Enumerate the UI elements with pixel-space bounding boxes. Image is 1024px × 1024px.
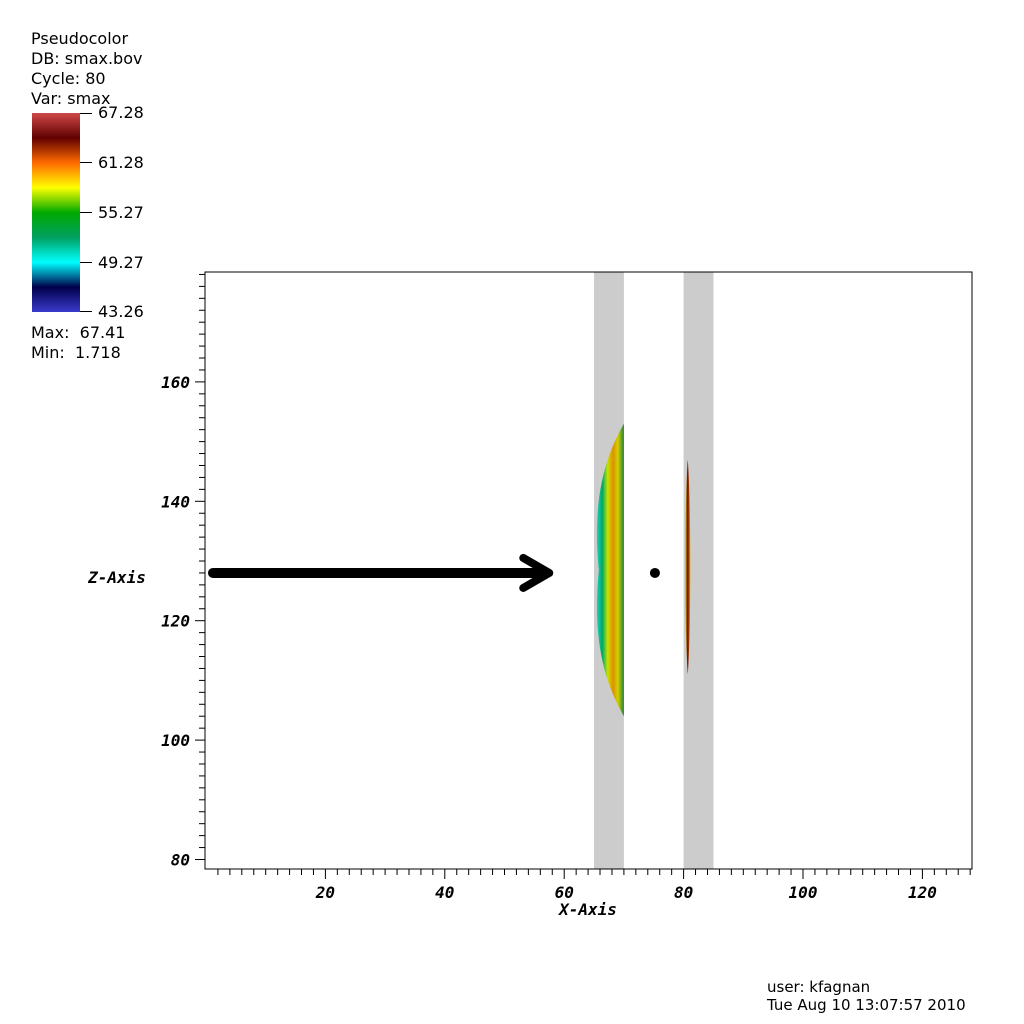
y-tick-label: 120 bbox=[161, 612, 190, 631]
x-tick-label: 120 bbox=[908, 883, 937, 902]
colorbar-label: 55.27 bbox=[98, 203, 144, 222]
arrow bbox=[207, 553, 660, 592]
colorbar-label-min: 43.26 bbox=[98, 302, 144, 321]
axis-ticks bbox=[195, 273, 971, 879]
colorbar-label: 61.28 bbox=[98, 153, 144, 172]
user-label: user: kfagnan bbox=[767, 978, 871, 996]
x-tick-label: 100 bbox=[789, 883, 818, 902]
x-tick-label: 80 bbox=[674, 883, 693, 902]
colorbar-tick bbox=[80, 113, 92, 114]
y-axis-title: Z-Axis bbox=[87, 568, 146, 587]
x-tick-label: 60 bbox=[555, 883, 574, 902]
y-tick-label: 160 bbox=[161, 373, 190, 392]
colorbar-tick bbox=[80, 311, 92, 312]
y-tick-label: 100 bbox=[161, 731, 190, 750]
axis-tick-labels: 20 40 60 80 100 120 80 100 120 140 160 bbox=[161, 373, 937, 902]
plot-type-label: Pseudocolor bbox=[31, 29, 129, 48]
colorbar-label-max: 67.28 bbox=[98, 103, 144, 122]
colorbar bbox=[32, 113, 80, 312]
cycle-label: Cycle: 80 bbox=[31, 69, 106, 88]
x-tick-label: 40 bbox=[435, 883, 454, 902]
center-dot bbox=[649, 567, 660, 578]
database-label: DB: smax.bov bbox=[31, 49, 143, 68]
pulse-1 bbox=[596, 423, 624, 717]
pulse-2 bbox=[685, 459, 691, 675]
y-tick-label: 80 bbox=[171, 851, 190, 870]
timestamp-label: Tue Aug 10 13:07:57 2010 bbox=[767, 996, 966, 1014]
x-axis-title: X-Axis bbox=[557, 900, 617, 919]
min-value-label: Min: 1.718 bbox=[31, 343, 121, 362]
pulses bbox=[596, 423, 691, 717]
arrow-head bbox=[519, 553, 554, 592]
x-tick-label: 20 bbox=[315, 883, 335, 902]
colorbar-tick bbox=[80, 162, 92, 163]
colorbar-tick bbox=[80, 262, 92, 263]
y-tick-label: 140 bbox=[161, 492, 190, 511]
colorbar-tick bbox=[80, 212, 92, 213]
colorbar-label: 49.27 bbox=[98, 253, 144, 272]
variable-label: Var: smax bbox=[31, 89, 111, 108]
max-value-label: Max: 67.41 bbox=[31, 323, 126, 342]
